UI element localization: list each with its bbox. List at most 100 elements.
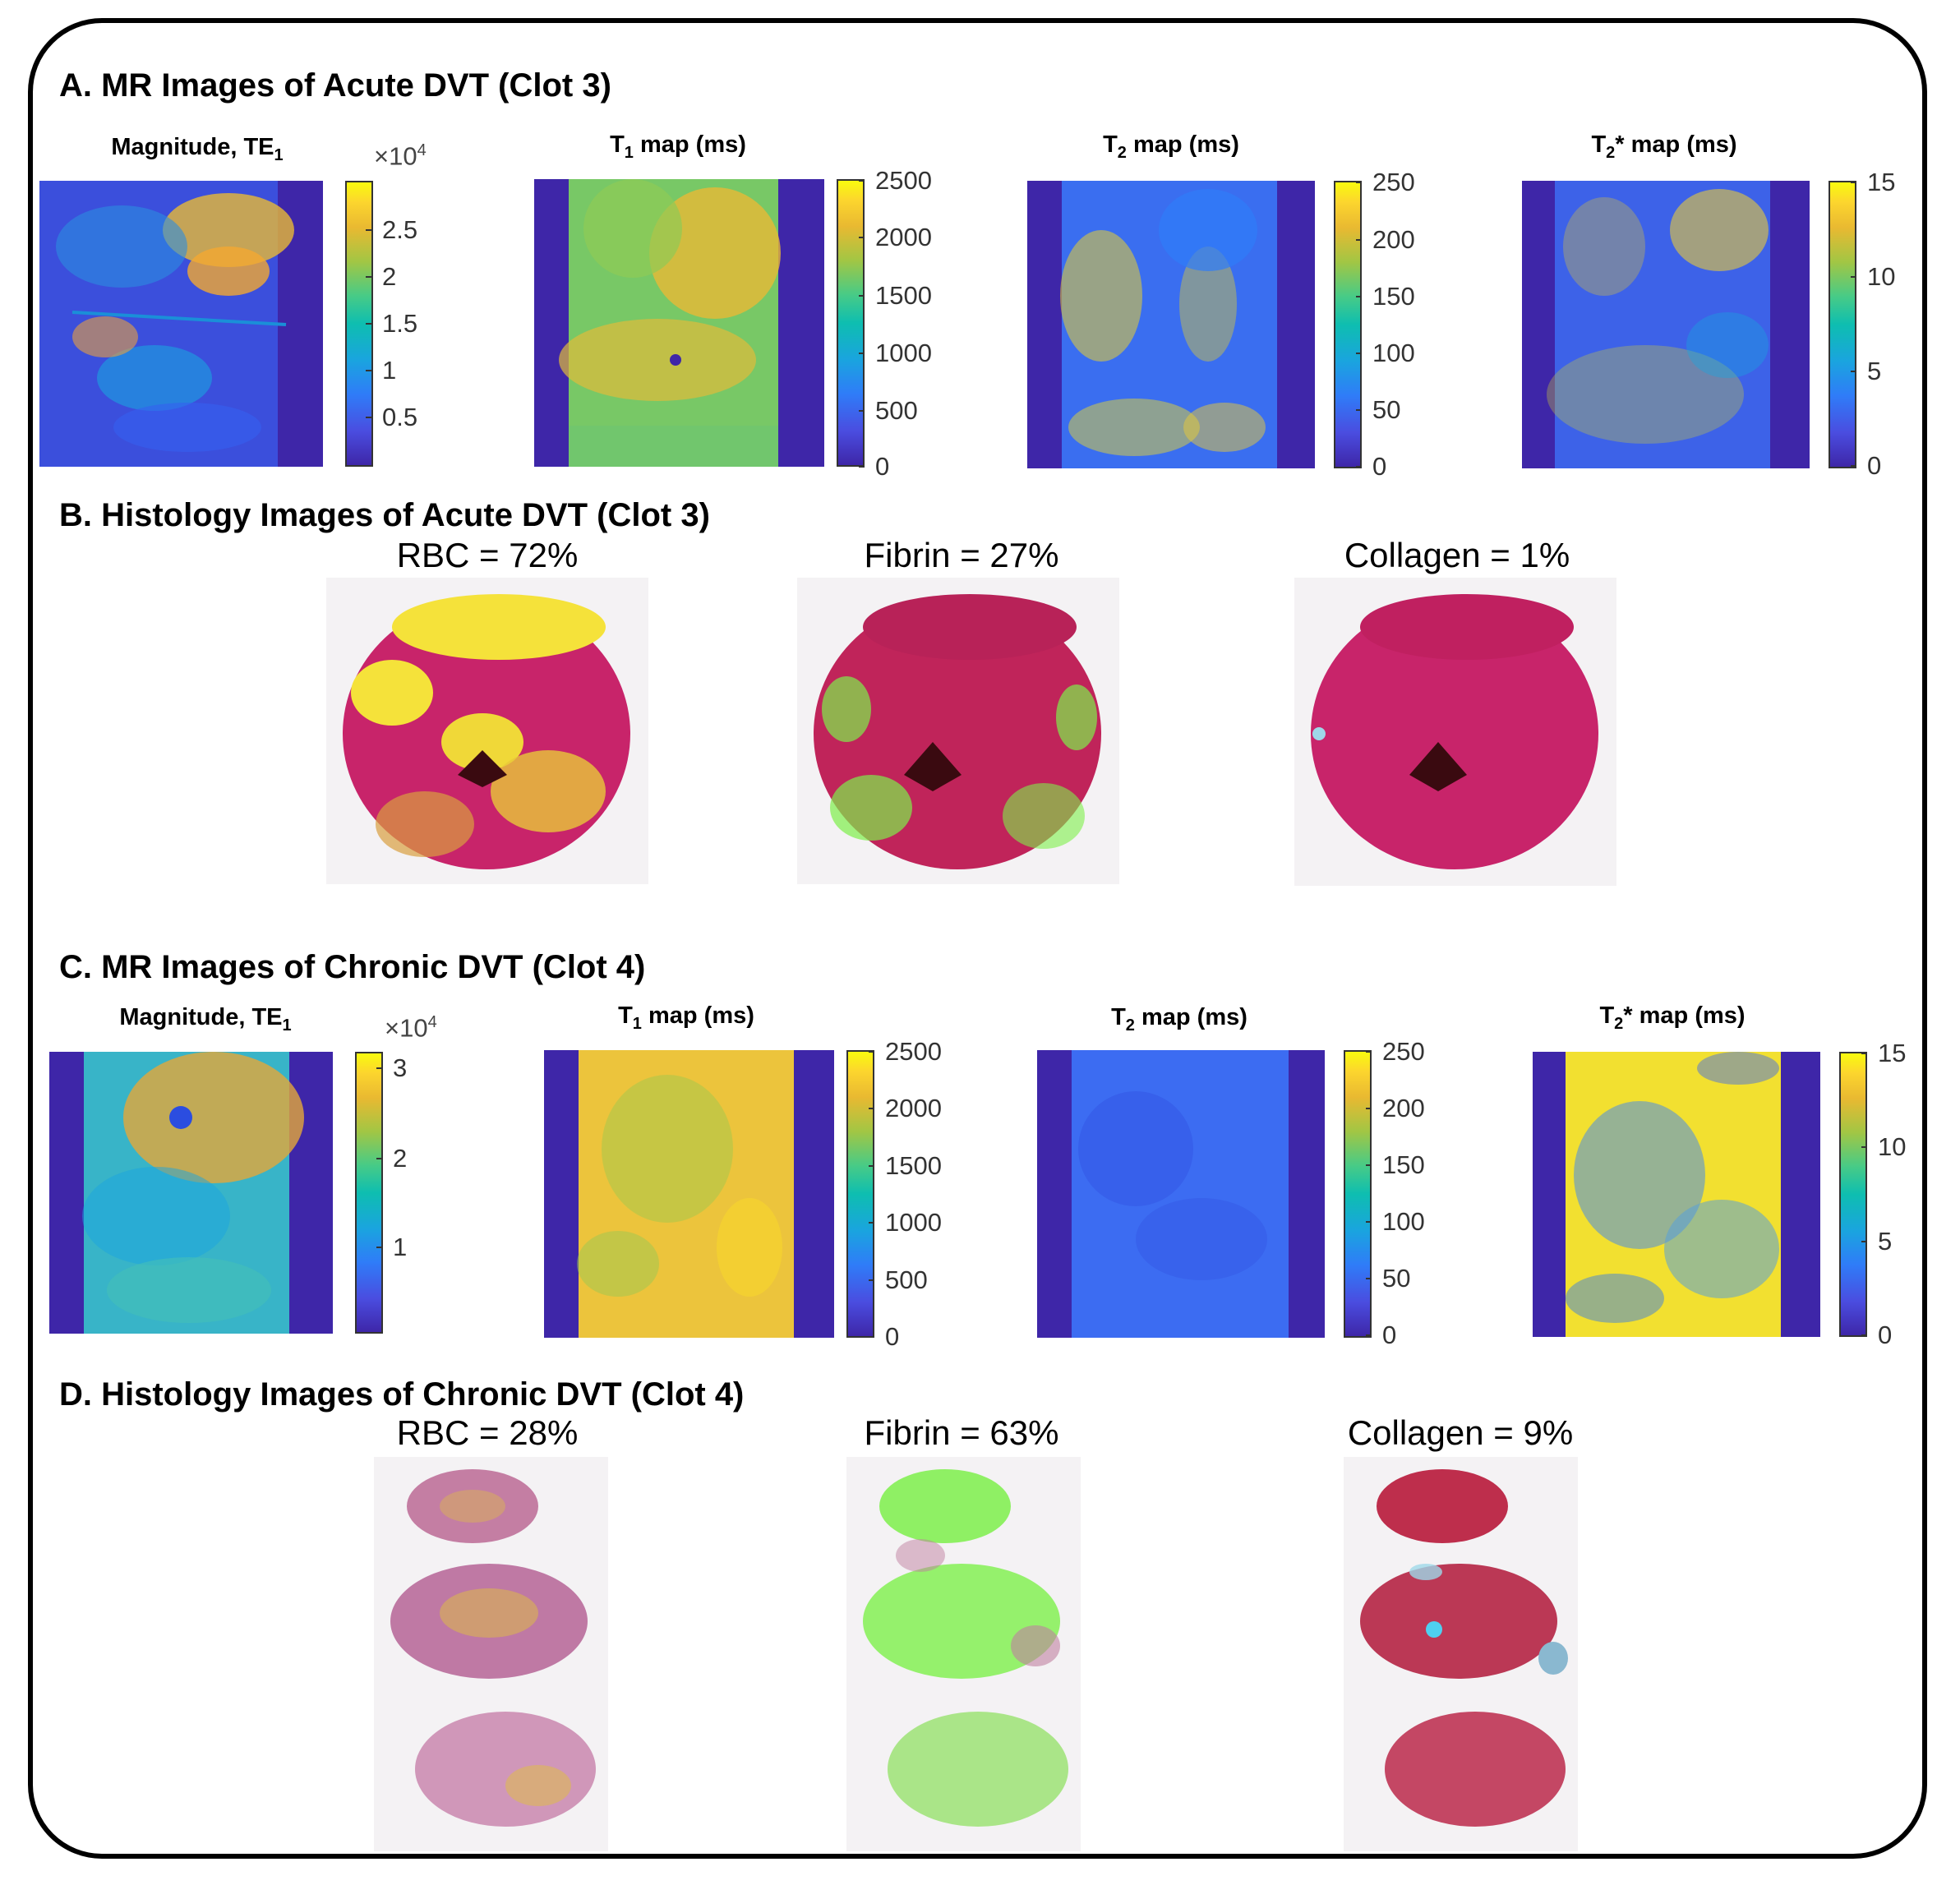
tick-label: 200 (1372, 225, 1415, 254)
tick-mark (869, 1108, 874, 1109)
tick-mark (1356, 466, 1362, 468)
acute-rbc-histology (326, 578, 648, 884)
tick-mark (859, 180, 865, 182)
tick-label: 2000 (885, 1094, 942, 1122)
tick-mark (859, 237, 865, 238)
tick-mark (1851, 371, 1856, 372)
a-t2star-colorbar (1829, 181, 1856, 468)
tick-mark (859, 410, 865, 412)
tick-mark (1851, 182, 1856, 183)
tick-mark (1851, 465, 1856, 467)
tick-mark (1861, 1146, 1867, 1148)
tick-label: 3 (393, 1053, 408, 1082)
tick-mark (859, 353, 865, 354)
a-t1-image (534, 179, 824, 467)
chronic-fibrin-histology (846, 1457, 1081, 1851)
tick-label: 500 (885, 1265, 928, 1294)
c-t1-title: T1 map (ms) (618, 1002, 754, 1033)
tick-label: 200 (1382, 1094, 1425, 1122)
tick-label: 10 (1867, 262, 1896, 291)
c-t2star-image (1533, 1052, 1820, 1337)
tick-mark (1366, 1334, 1372, 1336)
a-t2star-title: T2* map (ms) (1591, 131, 1737, 162)
tick-mark (1861, 1241, 1867, 1242)
a-t2-colorbar (1334, 181, 1362, 468)
tick-mark (1366, 1278, 1372, 1279)
tick-mark (366, 370, 371, 371)
tick-label: 500 (875, 396, 918, 425)
tick-mark (376, 1067, 382, 1069)
c-t2-image (1037, 1050, 1325, 1338)
tick-label: 2 (382, 262, 397, 291)
tick-mark (869, 1165, 874, 1167)
tick-label: 0 (885, 1322, 900, 1351)
tick-mark (366, 417, 371, 418)
tick-mark (859, 466, 865, 468)
tick-mark (1861, 1053, 1867, 1054)
tick-label: 10 (1878, 1132, 1907, 1161)
tick-mark (366, 323, 371, 325)
a-t2star-image (1522, 181, 1810, 468)
chronic-rbc-label: RBC = 28% (396, 1413, 579, 1452)
tick-mark (1356, 239, 1362, 241)
tick-label: 5 (1878, 1227, 1893, 1256)
tick-label: 2000 (875, 223, 932, 251)
tick-mark (869, 1336, 874, 1338)
c-t2-colorbar (1344, 1050, 1372, 1338)
acute-collagen-label: Collagen = 1% (1344, 536, 1570, 574)
tick-mark (1366, 1051, 1372, 1053)
a-t2-image (1027, 181, 1315, 468)
tick-mark (1356, 296, 1362, 297)
tick-mark (869, 1222, 874, 1224)
c-t2-title: T2 map (ms) (1111, 1004, 1247, 1035)
tick-label: 1000 (885, 1208, 942, 1237)
chronic-collagen-histology (1344, 1457, 1578, 1851)
tick-mark (366, 229, 371, 231)
tick-label: 5 (1867, 357, 1882, 385)
figure-frame (28, 18, 1927, 1859)
tick-label: 2500 (885, 1037, 942, 1066)
tick-mark (1356, 353, 1362, 354)
tick-label: 1000 (875, 339, 932, 367)
tick-mark (1861, 1334, 1867, 1336)
c-t1-image (544, 1050, 834, 1338)
c-magnitude-colorbar (355, 1052, 383, 1334)
tick-label: 0 (1878, 1320, 1893, 1349)
tick-label: 0 (875, 452, 890, 481)
tick-label: 150 (1372, 282, 1415, 311)
tick-mark (1366, 1221, 1372, 1223)
tick-label: 250 (1382, 1037, 1425, 1066)
tick-label: 0 (1382, 1320, 1397, 1349)
a-magnitude-image (39, 181, 323, 467)
tick-label: 1500 (875, 281, 932, 310)
tick-mark (1366, 1164, 1372, 1166)
tick-label: 50 (1372, 395, 1401, 424)
tick-mark (869, 1051, 874, 1053)
section-a-title: A. MR Images of Acute DVT (Clot 3) (59, 67, 611, 104)
tick-label: 250 (1372, 168, 1415, 196)
tick-mark (376, 1247, 382, 1248)
tick-mark (1356, 182, 1362, 183)
c-mag-multiplier: ×104 (385, 1013, 437, 1043)
c-magnitude-image (49, 1052, 333, 1334)
tick-label: 100 (1372, 339, 1415, 367)
tick-label: 1 (382, 356, 397, 385)
a-t2-title: T2 map (ms) (1103, 131, 1239, 162)
acute-collagen-histology (1294, 578, 1616, 886)
tick-label: 50 (1382, 1264, 1411, 1293)
a-t1-colorbar (837, 179, 865, 467)
a-t1-title: T1 map (ms) (610, 131, 746, 162)
tick-mark (1356, 409, 1362, 411)
tick-label: 2 (393, 1144, 408, 1173)
tick-label: 1 (393, 1233, 408, 1261)
c-t2star-colorbar (1839, 1052, 1867, 1337)
acute-fibrin-label: Fibrin = 27% (864, 536, 1059, 574)
tick-label: 0.5 (382, 403, 418, 431)
tick-label: 0 (1372, 452, 1387, 481)
section-d-title: D. Histology Images of Chronic DVT (Clot… (59, 1376, 745, 1413)
section-c-title: C. MR Images of Chronic DVT (Clot 4) (59, 949, 646, 985)
section-b-title: B. Histology Images of Acute DVT (Clot 3… (59, 497, 710, 533)
tick-label: 2.5 (382, 215, 418, 244)
c-magnitude-title: Magnitude, TE1 (119, 1004, 292, 1035)
c-t1-colorbar (846, 1050, 874, 1338)
